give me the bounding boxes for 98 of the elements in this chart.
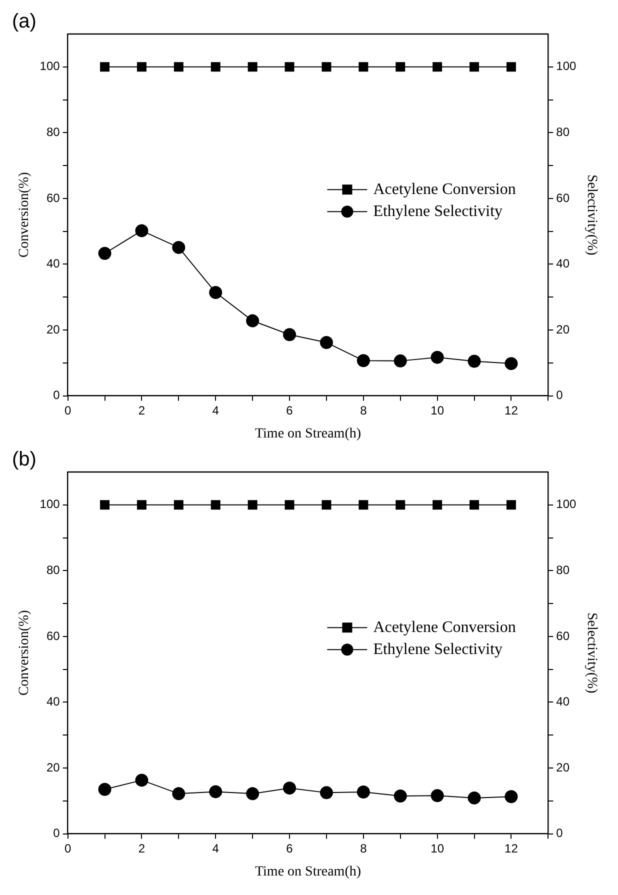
point bbox=[174, 62, 184, 72]
y-tick-label: 40 bbox=[46, 256, 60, 271]
x-tick-label: 12 bbox=[504, 403, 518, 418]
y2-tick-label: 60 bbox=[556, 628, 570, 643]
y2-tick-label: 20 bbox=[556, 322, 570, 336]
y-tick-label: 80 bbox=[46, 562, 60, 577]
x-tick-label: 0 bbox=[64, 841, 72, 856]
point bbox=[322, 500, 332, 510]
y-tick-label: 100 bbox=[40, 59, 60, 74]
point bbox=[98, 246, 112, 260]
y2-tick-label: 80 bbox=[556, 124, 570, 139]
chart-title: (a) bbox=[12, 10, 36, 33]
x-axis-title: Time on Stream(h) bbox=[254, 426, 362, 442]
point bbox=[468, 354, 481, 368]
point bbox=[248, 62, 258, 72]
point bbox=[394, 354, 407, 368]
point bbox=[210, 62, 220, 72]
x-tick-label: 10 bbox=[430, 841, 444, 856]
y-tick-label: 60 bbox=[46, 628, 60, 643]
y-tick-label: 20 bbox=[46, 322, 60, 336]
x-tick-label: 10 bbox=[430, 403, 444, 418]
y2-axis-title: Selectivity(%) bbox=[584, 612, 599, 694]
point bbox=[394, 789, 407, 802]
y-axis-title: Conversion(%) bbox=[17, 610, 32, 696]
point bbox=[506, 500, 516, 510]
legend-label: Acetylene Conversion bbox=[373, 618, 516, 636]
y-tick-label: 60 bbox=[46, 190, 60, 205]
y2-tick-label: 20 bbox=[556, 760, 570, 774]
point bbox=[358, 500, 368, 510]
point bbox=[320, 336, 333, 350]
x-tick-label: 4 bbox=[212, 841, 220, 856]
point bbox=[248, 500, 258, 510]
point bbox=[246, 787, 260, 800]
point bbox=[172, 240, 186, 254]
point bbox=[100, 62, 110, 72]
point bbox=[98, 782, 112, 796]
point bbox=[209, 785, 222, 798]
y-tick-label: 100 bbox=[40, 497, 60, 512]
x-tick-label: 8 bbox=[360, 841, 368, 856]
point bbox=[322, 62, 332, 72]
point bbox=[356, 786, 370, 799]
y2-tick-label: 40 bbox=[556, 256, 570, 271]
point bbox=[284, 62, 294, 72]
y2-tick-label: 60 bbox=[556, 190, 570, 205]
point bbox=[506, 62, 516, 72]
x-tick-label: 6 bbox=[286, 841, 294, 856]
point bbox=[246, 314, 260, 328]
y-tick-label: 80 bbox=[46, 124, 60, 139]
x-tick-label: 2 bbox=[138, 403, 146, 418]
point bbox=[504, 357, 518, 370]
point bbox=[430, 789, 444, 802]
point bbox=[172, 787, 186, 800]
y-tick-label: 0 bbox=[53, 388, 60, 402]
point bbox=[136, 62, 146, 72]
legend-label: Acetylene Conversion bbox=[373, 180, 516, 198]
x-tick-label: 6 bbox=[286, 403, 294, 418]
point bbox=[432, 500, 442, 510]
y2-tick-label: 100 bbox=[556, 59, 577, 74]
point bbox=[209, 286, 222, 300]
point bbox=[284, 500, 294, 510]
point bbox=[283, 782, 296, 795]
y2-tick-label: 0 bbox=[556, 826, 564, 840]
point bbox=[356, 354, 370, 368]
legend-label: Ethylene Selectivity bbox=[373, 202, 503, 220]
point bbox=[504, 790, 518, 804]
point bbox=[470, 62, 480, 72]
point bbox=[210, 500, 220, 510]
x-tick-label: 2 bbox=[138, 841, 146, 856]
point bbox=[283, 328, 296, 342]
point bbox=[135, 774, 148, 787]
point bbox=[468, 791, 481, 804]
x-tick-label: 12 bbox=[504, 841, 518, 856]
point bbox=[432, 62, 442, 72]
y2-tick-label: 80 bbox=[556, 562, 570, 577]
y-tick-label: 0 bbox=[53, 826, 60, 840]
point bbox=[136, 500, 146, 510]
y2-axis-title: Selectivity(%) bbox=[584, 174, 599, 256]
y2-tick-label: 0 bbox=[556, 388, 564, 402]
x-tick-label: 0 bbox=[64, 403, 72, 418]
x-axis-title: Time on Stream(h) bbox=[254, 864, 362, 880]
y2-tick-label: 100 bbox=[556, 497, 577, 512]
point bbox=[396, 62, 406, 72]
legend-label: Ethylene Selectivity bbox=[373, 640, 503, 658]
point bbox=[430, 350, 444, 364]
point bbox=[135, 224, 148, 238]
x-tick-label: 8 bbox=[360, 403, 368, 418]
point bbox=[470, 500, 480, 510]
chart-title: (b) bbox=[12, 448, 36, 471]
point bbox=[396, 500, 406, 510]
y-tick-label: 20 bbox=[46, 760, 60, 774]
y-axis-title: Conversion(%) bbox=[17, 172, 32, 258]
point bbox=[100, 500, 110, 510]
point bbox=[358, 62, 368, 72]
y-tick-label: 40 bbox=[46, 694, 60, 709]
point bbox=[174, 500, 184, 510]
x-tick-label: 4 bbox=[212, 403, 220, 418]
point bbox=[320, 786, 333, 800]
y2-tick-label: 40 bbox=[556, 694, 570, 709]
